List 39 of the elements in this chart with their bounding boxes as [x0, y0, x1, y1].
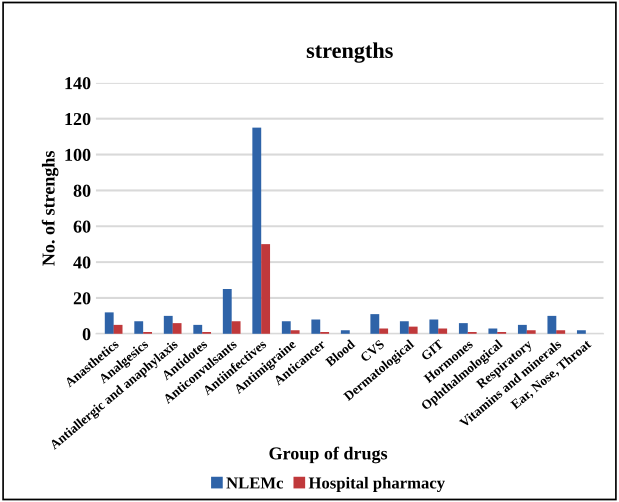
bar [282, 321, 291, 334]
bar [172, 323, 182, 334]
y-tick-label: 100 [65, 148, 90, 161]
y-tick-label: 140 [65, 77, 90, 90]
bar [311, 319, 320, 334]
bar [488, 328, 498, 334]
legend-label: Hospital pharmacy [308, 476, 445, 492]
bar [164, 316, 173, 334]
x-axis-title: Group of drugs [269, 446, 388, 464]
chart-title: strengths [306, 42, 393, 63]
y-tick-label: 0 [82, 328, 90, 340]
y-axis-title: No. of strenghs [42, 151, 58, 266]
bar [408, 326, 418, 334]
bar [193, 324, 202, 334]
y-tick-label: 20 [74, 292, 90, 304]
bar [134, 321, 144, 334]
bar [340, 330, 350, 334]
y-tick-label: 120 [65, 112, 90, 126]
bar [379, 328, 388, 334]
bar [232, 321, 241, 334]
bar [290, 330, 300, 334]
y-tick-label: 60 [74, 220, 90, 233]
legend-label: NLEMc [226, 478, 284, 489]
bar [518, 324, 527, 334]
bar [370, 314, 380, 334]
bar [429, 319, 438, 334]
y-tick-label: 40 [73, 256, 90, 269]
y-tick-label: 80 [74, 184, 90, 197]
bar [400, 321, 409, 334]
bar [547, 316, 556, 334]
bar [252, 128, 262, 334]
bar [261, 244, 270, 334]
bar [222, 289, 232, 334]
bar [576, 330, 586, 334]
bar [526, 330, 536, 334]
bar [556, 330, 566, 334]
bar [114, 324, 123, 334]
bar [458, 323, 468, 334]
bar [104, 312, 114, 334]
